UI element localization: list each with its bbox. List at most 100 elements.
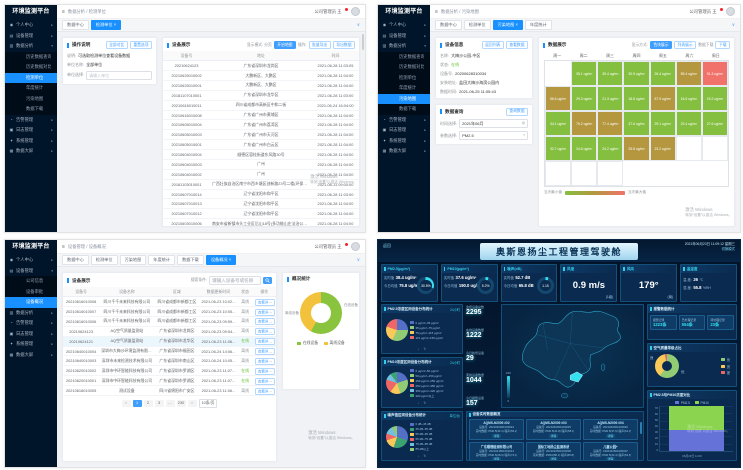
- heatmap-cell[interactable]: 32.7 ug/m³: [545, 136, 572, 161]
- tab[interactable]: 设备概况 ×: [205, 255, 237, 265]
- chevron-down-icon[interactable]: ∨: [356, 22, 360, 27]
- tab[interactable]: 数据中心: [435, 20, 462, 30]
- refresh-icon[interactable]: ↻: [423, 400, 427, 405]
- page-size-select[interactable]: 10条/页: [198, 398, 218, 408]
- heatmap-cell[interactable]: 18.8 ug/m³: [623, 86, 650, 111]
- heatmap-cell[interactable]: 23.2 ug/m³: [649, 136, 676, 161]
- heatmap-cell[interactable]: 39.4 ug/m³: [597, 61, 624, 86]
- chevron-down-icon[interactable]: ∨: [731, 22, 735, 27]
- heatmap-cell[interactable]: [675, 136, 702, 161]
- view-details-button[interactable]: 查看详情: [254, 338, 276, 346]
- parameter-select[interactable]: PM2.5 ▾: [459, 131, 528, 140]
- sidebar-item[interactable]: 污染地图: [378, 93, 430, 104]
- avatar[interactable]: [351, 242, 360, 251]
- heatmap-cell[interactable]: 29.1 ug/m³: [649, 111, 676, 136]
- table-row[interactable]: 20210604010002 广州 2021-06-28 11:04:00: [163, 169, 359, 180]
- sidebar-item[interactable]: 数据下载: [378, 104, 430, 115]
- scrollbar[interactable]: [639, 422, 642, 458]
- view-details-button[interactable]: 查看详情: [254, 377, 276, 385]
- unit-select-input[interactable]: 请输入单位: [86, 70, 152, 80]
- sidebar-item[interactable]: 检测单位: [5, 72, 57, 83]
- table-row[interactable]: 20210607010014 辽宁省沈阳市和平区 2021-06-28 11:0…: [163, 189, 359, 200]
- sidebar-item[interactable]: 年度统计: [5, 83, 57, 94]
- back-to-list-button[interactable]: 返回列表: [481, 41, 504, 49]
- view-details-button[interactable]: 查看详情: [254, 328, 276, 336]
- tab[interactable]: 污染地图 ×: [492, 20, 523, 30]
- sidebar-item[interactable]: 年度统计: [378, 83, 430, 94]
- export-data-button[interactable]: 导出数据: [332, 41, 355, 49]
- table-row[interactable]: 20210640010004 深圳市大梅沙环境监测有限公司 广东省深圳市福田区 …: [63, 346, 276, 357]
- view-data-button[interactable]: 查看数据: [505, 41, 528, 49]
- table-row[interactable]: 20210604010004 顺德区容桂街道东风路30号 2021-06-28 …: [163, 149, 359, 160]
- collapse-menu-icon[interactable]: ≡: [62, 8, 65, 15]
- sidebar-item[interactable]: ◔ 告警管理 ▸: [5, 318, 57, 329]
- sidebar-item[interactable]: 公司信息: [5, 276, 57, 287]
- sidebar-item[interactable]: ▤ 设备管理 ▸: [378, 31, 430, 42]
- tab[interactable]: 数据中心: [62, 255, 89, 265]
- refresh-icon[interactable]: ↻: [423, 453, 427, 458]
- heatmap-cell[interactable]: 29.3 ug/m³: [571, 86, 598, 111]
- table-row[interactable]: 20210616010008 四川千千未来科技有限公司 四川省成都市新都工区 2…: [63, 296, 276, 308]
- legend-item[interactable]: PM2.5: [675, 401, 690, 405]
- heatmap-cell[interactable]: 23.4 ug/m³: [675, 111, 702, 136]
- sidebar-item[interactable]: ◔ 告警管理 ▸: [378, 115, 430, 126]
- compare-all-button[interactable]: 全部对比: [105, 41, 128, 49]
- table-row[interactable]: 20210605010001 广东省广州市白云区 2021-06-28 11:0…: [163, 139, 359, 151]
- sidebar-item[interactable]: 设备概况: [5, 297, 57, 308]
- column-header[interactable]: 数据更新时间: [199, 287, 238, 298]
- heatmap-cell[interactable]: [571, 161, 598, 186]
- view-details-button[interactable]: 查看详情: [254, 387, 276, 395]
- heatmap-cell[interactable]: 21.3 ug/m³: [597, 86, 624, 111]
- table-row[interactable]: 20210624123 AQ空气质量监测站 广东省深圳市龙岗区 2021-06-…: [63, 326, 276, 337]
- sidebar-item[interactable]: ▣ 日志管理 ▸: [378, 125, 430, 136]
- heatmap-cell[interactable]: 27.6 ug/m³: [701, 111, 728, 136]
- heatmap-cell[interactable]: 24.2 ug/m³: [597, 136, 624, 161]
- tab[interactable]: 检测单位: [90, 255, 118, 265]
- device-details-button[interactable]: 详情: [548, 433, 559, 438]
- heatmap-cell[interactable]: [545, 161, 572, 186]
- table-row[interactable]: 20210607010012 辽宁省沈阳市和平区 2021-06-28 11:0…: [163, 208, 359, 220]
- legend-item[interactable]: 在线设备: [297, 341, 318, 346]
- view-details-button[interactable]: 查看详情: [254, 298, 276, 306]
- sidebar-item[interactable]: ▦ 数据大屏 ▸: [5, 146, 57, 157]
- table-row[interactable]: 20210624121 AQ空气质量监测站 广东省深圳市龙华区 2021-06-…: [63, 336, 276, 347]
- page-button[interactable]: 1: [132, 399, 142, 407]
- scrollbar[interactable]: [362, 34, 364, 224]
- heatmap-cell[interactable]: 35.1 ug/m³: [571, 61, 598, 86]
- china-map[interactable]: 150 0: [501, 304, 644, 408]
- sidebar-item[interactable]: ▥ 数据分析 ▾: [378, 41, 430, 52]
- avatar[interactable]: [726, 7, 735, 16]
- chevron-down-icon[interactable]: ∨: [356, 257, 360, 262]
- column-header[interactable]: 设备名称: [99, 287, 155, 298]
- heatmap-cell[interactable]: 34.1 ug/m³: [545, 111, 572, 136]
- column-header[interactable]: 时间: [311, 51, 359, 62]
- sidebar-item[interactable]: 历史数据对比: [5, 62, 57, 73]
- tab[interactable]: 污染地图: [119, 255, 147, 265]
- device-card[interactable]: AQMS-N2000 #02 设备号: 2021040301000024 实时数…: [469, 419, 524, 440]
- heatmap-cell[interactable]: 26.4 ug/m³: [649, 61, 676, 86]
- table-row[interactable]: 20210625010001 大鹏新区、大鹏区 2021-06-28 11:04…: [163, 80, 359, 91]
- query-data-button[interactable]: 查询数据: [505, 107, 528, 116]
- legend-item[interactable]: 离线设备: [324, 341, 345, 346]
- column-header[interactable]: 区域: [154, 287, 200, 298]
- table-row[interactable]: 20210603010006 南安市省新镇市头工业区后山18号(多功能山庄法治公…: [163, 218, 359, 230]
- download-icon[interactable]: ↓: [417, 347, 420, 352]
- collapse-menu-icon[interactable]: ≡: [62, 243, 65, 250]
- page-button[interactable]: 2: [143, 399, 153, 407]
- sidebar-item[interactable]: 历史数据查询: [378, 51, 430, 62]
- device-details-button[interactable]: 详情: [605, 433, 616, 438]
- sidebar-item[interactable]: ▦ 数据大屏 ▸: [378, 146, 430, 157]
- table-row[interactable]: 20181103010001 广西壮族自治区南宁市西乡塘区创新路23号二楼(环保…: [163, 179, 359, 190]
- heatmap-cell[interactable]: [701, 136, 728, 161]
- sidebar-item[interactable]: ▥ 数据分析 ▸: [5, 308, 57, 319]
- download-icon[interactable]: ↓: [417, 453, 420, 458]
- heatmap-cell[interactable]: 30.5 ug/m³: [623, 61, 650, 86]
- sidebar-item[interactable]: ▣ 日志管理 ▸: [5, 329, 57, 340]
- table-row[interactable]: 20210620010002 深圳市中环智能科技有限公司 广东省深圳市罗湖区 2…: [63, 365, 276, 377]
- device-card[interactable]: 儿童公园+ 设备号: 2020112601000007 实时数据: PM2.5(…: [583, 441, 638, 460]
- table-row[interactable]: 20181107010001 广东省深圳市龙华区 2021-06-28 11:0…: [163, 90, 359, 101]
- device-card[interactable]: 国标工地扬尘监测系统 设备号: 2021032501000008 实时数据: P…: [526, 441, 581, 460]
- view-details-button[interactable]: 查看详情: [254, 318, 276, 326]
- heatmap-cell[interactable]: 37.6 ug/m³: [623, 111, 650, 136]
- device-details-button[interactable]: 详情: [491, 457, 502, 461]
